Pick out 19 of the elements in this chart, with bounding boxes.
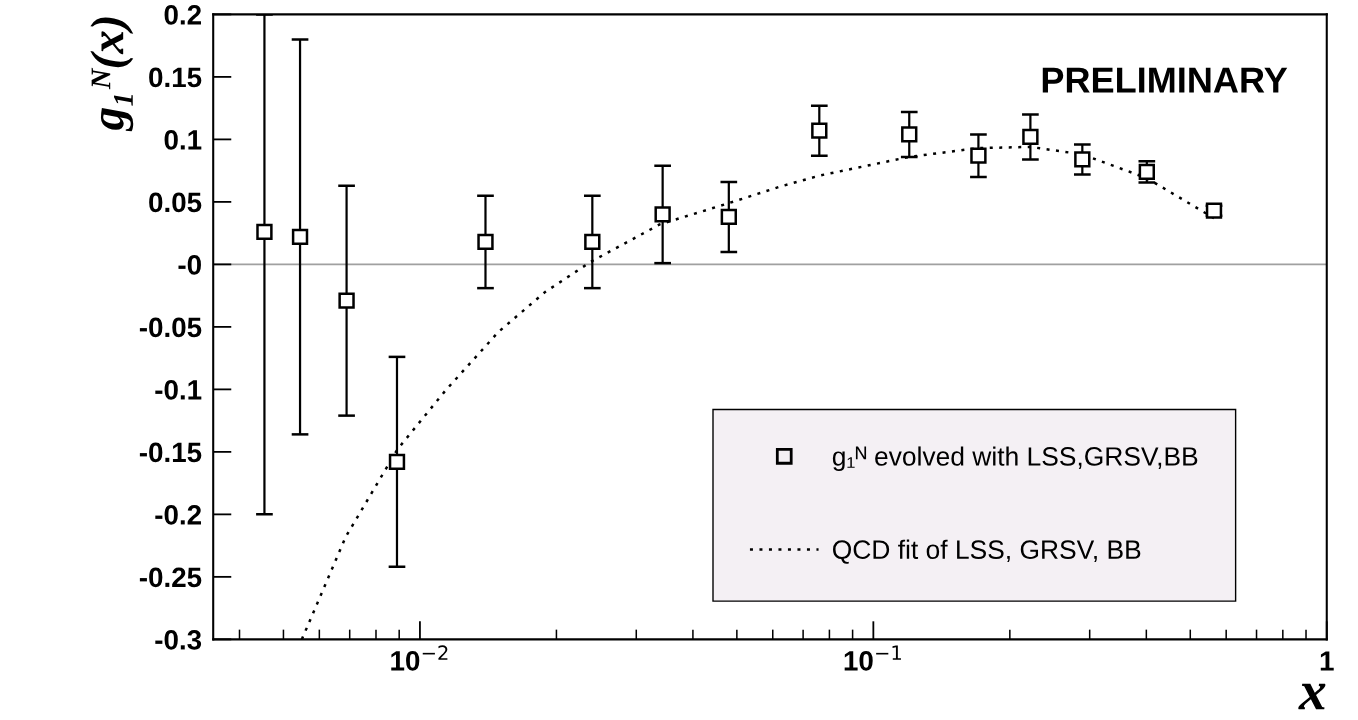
- x-axis-title: x: [1298, 683, 1326, 710]
- y-tick-label: -0.25: [139, 567, 202, 588]
- legend-label: g₁ᴺ evolved with LSS,GRSV,BB: [832, 446, 1198, 472]
- y-tick-label: 0.15: [149, 67, 202, 88]
- y-tick-label: 0.2: [164, 5, 201, 25]
- legend-label: QCD fit of LSS, GRSV, BB: [833, 539, 1141, 564]
- y-tick-label: -0.3: [155, 630, 202, 650]
- y-tick-label: -0.1: [155, 380, 202, 400]
- y-tick-label: 0.1: [164, 130, 202, 150]
- y-tick-label: -0.15: [139, 442, 202, 463]
- annotation: PRELIMINARY: [1042, 67, 1288, 93]
- y-tick-label: -0.2: [155, 505, 201, 525]
- y-axis-title: g₁ᴺ(x): [90, 17, 134, 132]
- y-tick-label: -0: [178, 255, 201, 275]
- x-tick-label: 1: [1320, 651, 1334, 671]
- y-tick-label: 0.05: [149, 192, 202, 213]
- x-tick-label: 10$^{−2}$: [391, 645, 448, 671]
- y-tick-label: -0.05: [139, 317, 202, 338]
- x-tick-label: 10$^{−1}$: [844, 645, 901, 671]
